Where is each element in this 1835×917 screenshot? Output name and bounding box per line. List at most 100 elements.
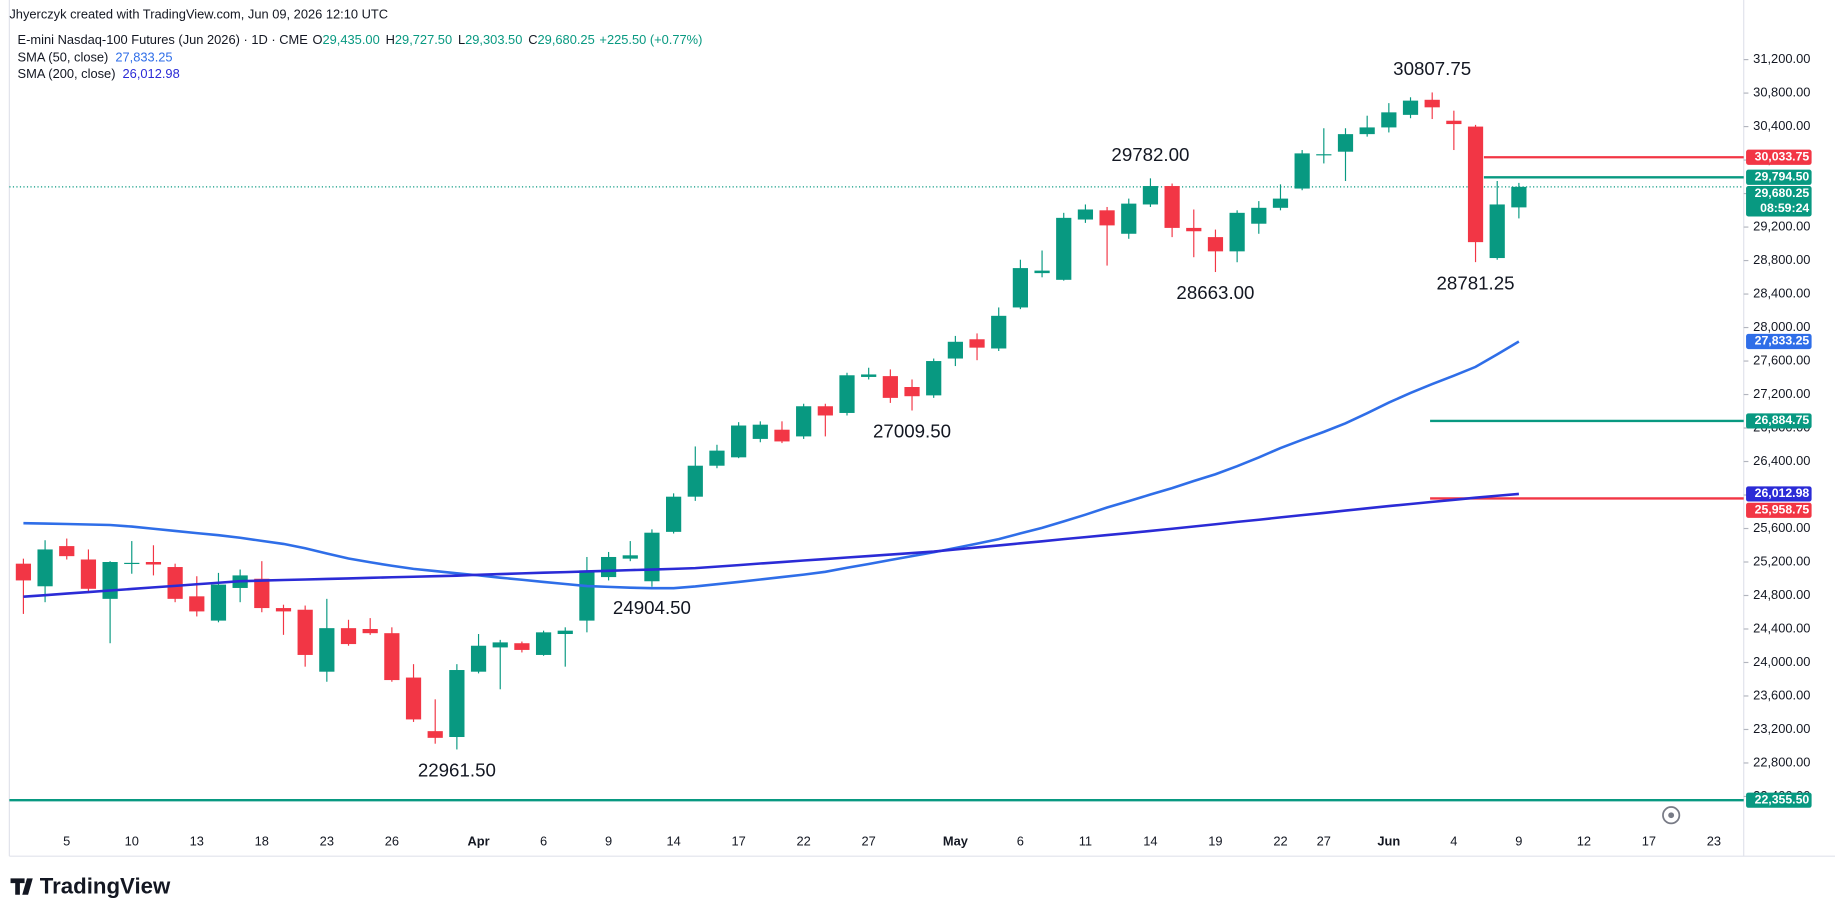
x-tick-label: 27 — [862, 834, 876, 849]
y-tick-label: 22,800.00 — [1753, 754, 1810, 769]
price-badge — [1746, 486, 1812, 502]
candle-body — [644, 532, 660, 582]
y-tick-label: 24,000.00 — [1753, 654, 1810, 669]
y-tick-label: 23,600.00 — [1753, 687, 1810, 702]
annotation: 24904.50 — [613, 597, 691, 618]
y-tick-label: 27,200.00 — [1753, 386, 1810, 401]
x-tick-label: 5 — [63, 834, 70, 849]
candle-body — [904, 386, 920, 397]
candle-body — [709, 450, 725, 466]
candle-body — [1012, 268, 1028, 308]
candle-body — [1121, 203, 1137, 234]
icon-dot[interactable] — [1668, 812, 1675, 819]
ohlc-value: 29,680.25 — [538, 32, 595, 47]
x-tick-label: Apr — [467, 834, 489, 849]
candle-body — [514, 643, 530, 650]
candle-body — [1207, 237, 1224, 252]
candle-body — [1164, 186, 1180, 228]
logo-text: TradingView — [40, 874, 171, 899]
candle-body — [275, 608, 292, 612]
candle-body — [1337, 134, 1354, 152]
price-badge — [1746, 413, 1812, 429]
x-tick-label: 22 — [1273, 834, 1287, 849]
x-tick-label: 6 — [540, 834, 547, 849]
candle-body — [1316, 154, 1332, 156]
sma-line — [23, 340, 1520, 590]
price-badge-label: 25,958.75 — [1755, 503, 1810, 517]
candle-body — [145, 562, 162, 565]
y-tick-label: 24,400.00 — [1753, 620, 1810, 635]
ohlc-key: L — [458, 32, 465, 47]
icon-ring[interactable] — [1662, 806, 1681, 825]
ohlc-key: H — [386, 32, 395, 47]
x-tick-label: 10 — [125, 834, 139, 849]
annotation: 22961.50 — [418, 760, 496, 781]
y-tick-label: 30,800.00 — [1753, 84, 1810, 99]
x-tick-label: May — [943, 834, 969, 849]
candle-body — [470, 645, 487, 672]
candle-body — [1077, 209, 1094, 220]
y-tick-label: 28,400.00 — [1753, 285, 1810, 300]
annotation: 27009.50 — [873, 421, 951, 442]
candle-body — [492, 642, 508, 648]
candle-body — [535, 632, 552, 655]
sma-name: SMA (50, close) — [18, 50, 109, 65]
price-badge — [1746, 333, 1812, 350]
y-tick-label: 26,400.00 — [1753, 453, 1810, 468]
candle-body — [1511, 186, 1527, 208]
candle-body — [579, 570, 595, 621]
x-tick-label: 14 — [1143, 834, 1157, 849]
candle-body — [1381, 112, 1397, 128]
ohlc-value: 29,435.00 — [323, 32, 380, 47]
candle-body — [796, 406, 812, 437]
x-tick-label: 14 — [666, 834, 680, 849]
candle-body — [600, 556, 617, 578]
scroll-icon[interactable] — [1662, 806, 1681, 825]
sma-legend: SMA (200, close) 26,012.98 — [18, 66, 180, 81]
candle-body — [319, 628, 335, 672]
price-badge-label: 26,884.75 — [1755, 413, 1810, 427]
y-tick-label: 25,600.00 — [1753, 520, 1810, 535]
x-tick-label: 9 — [1515, 834, 1522, 849]
countdown: 08:59:24 — [1760, 201, 1809, 215]
candle-body — [384, 633, 400, 681]
candle-body — [731, 425, 747, 458]
x-tick-label: 22 — [796, 834, 810, 849]
x-tick-label: 23 — [320, 834, 334, 849]
sma-legend: SMA (50, close) 27,833.25 — [18, 50, 173, 65]
candle-body — [1272, 198, 1289, 208]
x-tick-label: 4 — [1450, 834, 1457, 849]
price-badge-label: 22,355.50 — [1755, 792, 1810, 806]
x-tick-label: 19 — [1208, 834, 1222, 849]
sma-value: 26,012.98 — [123, 66, 180, 81]
annotation: 30807.75 — [1393, 58, 1471, 79]
candle-body — [405, 677, 422, 720]
price-badge-label: 29,794.50 — [1755, 170, 1810, 184]
y-tick-label: 23,200.00 — [1753, 721, 1810, 736]
candle-body — [1142, 186, 1159, 205]
ohlc-value: 29,727.50 — [395, 32, 452, 47]
change: +225.50 (+0.77%) — [599, 32, 702, 47]
candle-body — [1402, 100, 1419, 115]
candle-body — [1294, 153, 1310, 189]
logo: TradingView — [10, 874, 171, 899]
candle-body — [1034, 270, 1050, 274]
candle-body — [817, 406, 833, 416]
candle-body — [59, 546, 75, 557]
y-tick-label: 28,000.00 — [1753, 319, 1810, 334]
price-badge-label: 30,033.75 — [1755, 150, 1810, 164]
candle-body — [1056, 217, 1072, 280]
candle-body — [991, 315, 1007, 349]
candle-body — [1424, 99, 1440, 108]
price-badge-label: 26,012.98 — [1755, 486, 1810, 500]
candle-body — [427, 731, 443, 738]
candle-body — [1359, 127, 1375, 135]
x-tick-label: 27 — [1317, 834, 1331, 849]
ohlc-value: 29,303.50 — [465, 32, 522, 47]
candle-body — [297, 609, 313, 655]
candle-body — [1251, 207, 1267, 224]
candle-body — [1489, 204, 1505, 259]
